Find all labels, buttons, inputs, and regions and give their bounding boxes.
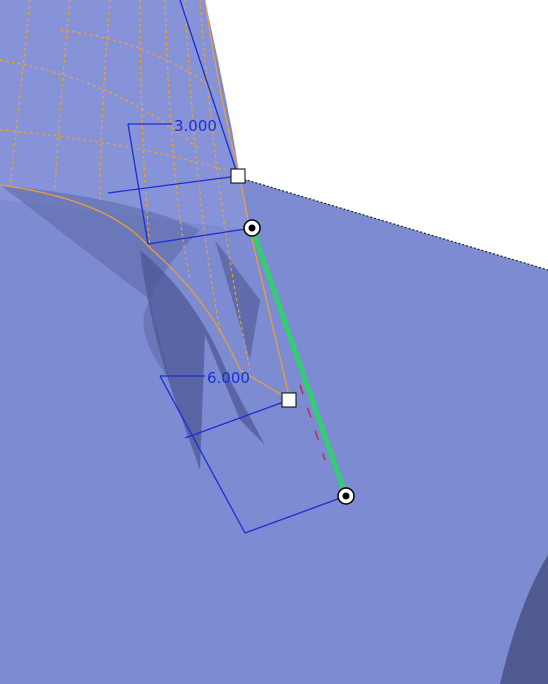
handle[interactable] — [231, 169, 245, 183]
vertex-handle[interactable] — [244, 220, 260, 236]
vertex-handle[interactable] — [338, 488, 354, 504]
handle[interactable] — [282, 393, 296, 407]
cad-viewport: 3.000 6.000 — [0, 0, 548, 684]
dimension-label: 3.000 — [174, 117, 217, 135]
dimension-label: 6.000 — [207, 369, 250, 387]
